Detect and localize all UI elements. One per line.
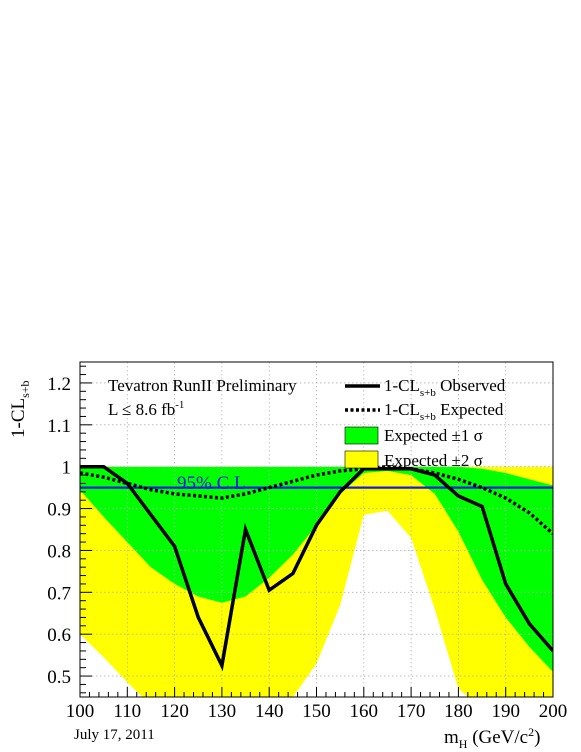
y-axis-title: 1-CLs+b (8, 380, 32, 438)
y-axis-title-sub: s+b (18, 380, 32, 397)
plot-lines (80, 464, 553, 672)
x-tick-label: 100 (66, 701, 95, 722)
expected-line (80, 464, 553, 536)
x-ticks: 100 110 120 130 140 150 160 170 180 190 200 (66, 687, 568, 722)
x-axis-title-sup: 2 (528, 725, 534, 739)
observed-line (80, 464, 553, 672)
x-tick-label: 190 (491, 701, 520, 722)
x-tick-label: 120 (160, 701, 189, 722)
x-tick-label: 170 (397, 701, 426, 722)
x-axis-title-unit: (GeV/c (467, 727, 528, 748)
title-annotation: Tevatron RunII Preliminary (108, 376, 297, 395)
band-1sigma (80, 466, 553, 672)
x-tick-label: 130 (208, 701, 237, 722)
legend-entry-observed: 1-CLs+b Observed (384, 376, 506, 399)
cl-label: 95% C.L. (177, 473, 250, 494)
x-axis-title-close: ) (534, 727, 540, 748)
y-tick-label: 0.8 (47, 541, 71, 562)
x-tick-label: 160 (350, 701, 379, 722)
x-tick-label: 200 (539, 701, 568, 722)
x-tick-label: 110 (113, 701, 141, 722)
legend-sub: s+b (420, 411, 436, 423)
y-tick-label: 0.7 (47, 583, 71, 604)
y-tick-label: 1 (62, 458, 72, 479)
lumi-text: L ≤ 8.6 fb (108, 400, 175, 419)
y-tick-label: 0.6 (47, 625, 71, 646)
legend-main: 1-CL (384, 376, 420, 395)
legend-entry-2sigma: Expected ±2 σ (384, 451, 483, 470)
x-axis-title-main: m (444, 727, 459, 748)
grid-lines (79, 362, 554, 697)
legend-swatch-1sigma (344, 426, 379, 445)
date-annotation: July 17, 2011 (74, 727, 155, 743)
legend-entry-1sigma: Expected ±1 σ (384, 426, 483, 445)
legend-main: 1-CL (384, 400, 420, 419)
legend-rest: Observed (436, 376, 506, 395)
y-axis-title-main: 1-CL (8, 398, 29, 438)
y-ticks: 0.5 0.6 0.7 0.8 0.9 1 1.1 1.2 (47, 365, 92, 694)
x-tick-label: 150 (302, 701, 331, 722)
y-tick-label: 0.5 (47, 667, 71, 688)
x-tick-label: 180 (444, 701, 473, 722)
x-tick-label: 140 (255, 701, 284, 722)
legend-swatch-2sigma (344, 450, 379, 469)
legend-rest: Expected (436, 400, 504, 419)
x-axis-title-sub: H (459, 737, 468, 751)
y-tick-label: 1.2 (47, 374, 71, 395)
legend-entry-expected: 1-CLs+b Expected (384, 400, 504, 423)
legend: 1-CLs+b Observed 1-CLs+b Expected Expect… (344, 376, 506, 470)
y-tick-label: 1.1 (47, 416, 71, 437)
x-axis-title: mH (GeV/c2) (444, 725, 540, 751)
lumi-annotation: L ≤ 8.6 fb-1 (108, 399, 184, 419)
y-tick-label: 0.9 (47, 500, 71, 521)
legend-sub: s+b (420, 387, 436, 399)
plot-bands (80, 466, 553, 697)
lumi-exponent: -1 (175, 399, 184, 411)
